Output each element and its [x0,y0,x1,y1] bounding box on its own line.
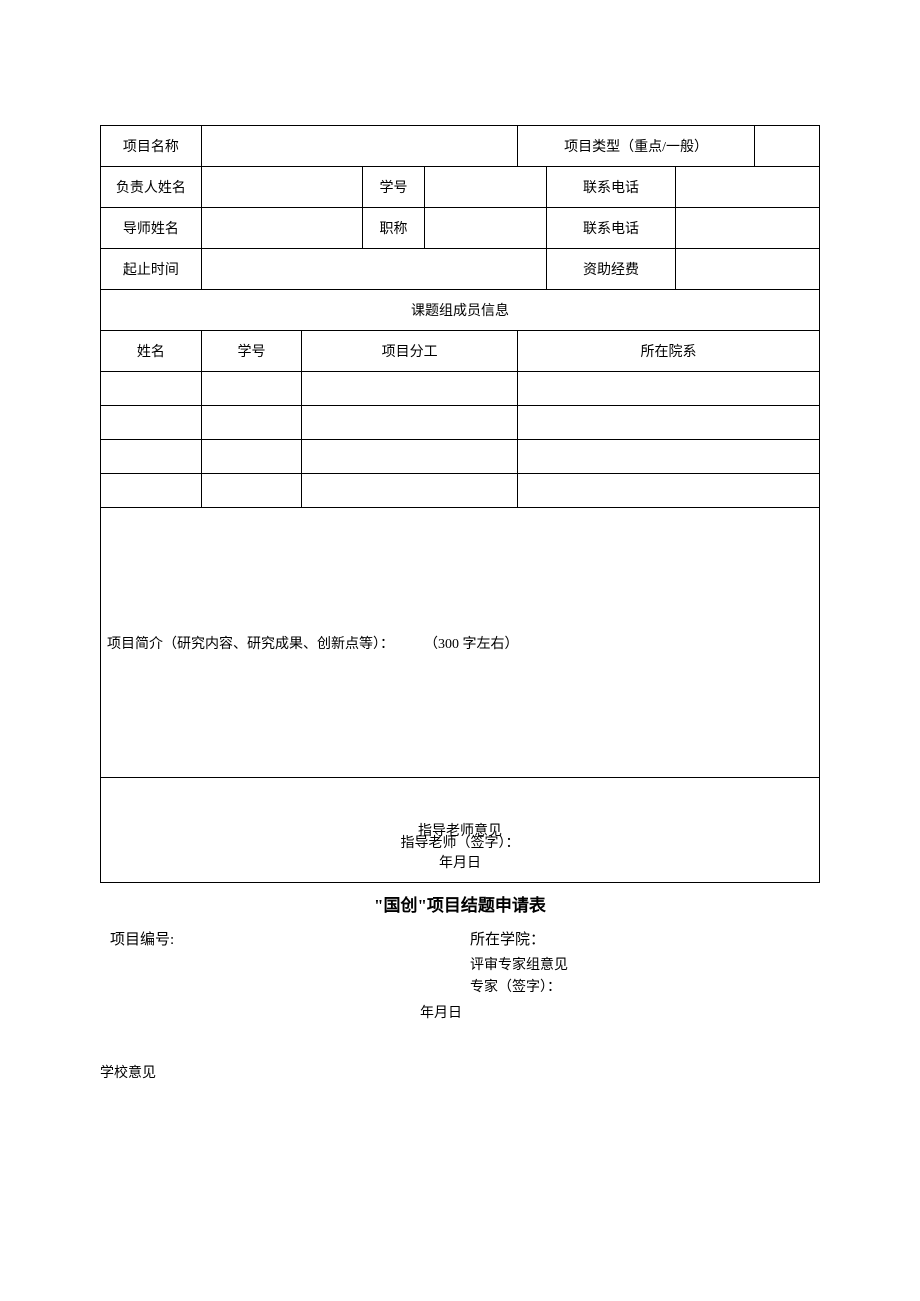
leader-phone-label: 联系电话 [546,167,675,208]
col-name: 姓名 [101,331,202,372]
review-date: 年月日 [420,1002,820,1022]
member-row-3 [101,440,820,474]
college-label: 所在学院： [470,928,820,949]
member-dept[interactable] [518,372,820,406]
advisor-name-label: 导师姓名 [101,208,202,249]
brief-hint: （300 字左右） [424,633,519,653]
period-label: 起止时间 [101,249,202,290]
col-student-id: 学号 [201,331,302,372]
row-members-cols: 姓名 学号 项目分工 所在院系 [101,331,820,372]
row-members-header: 课题组成员信息 [101,290,820,331]
leader-student-id-value[interactable] [424,167,546,208]
school-opinion-label: 学校意见 [100,1062,820,1082]
funding-value[interactable] [676,249,820,290]
project-no-label: 项目编号: [110,928,470,949]
funding-label: 资助经费 [546,249,675,290]
advisor-phone-label: 联系电话 [546,208,675,249]
review-block: 评审专家组意见 专家（签字）： [470,955,820,1000]
advisor-date-label: 年月日 [101,852,819,872]
brief-cell[interactable]: 项目简介（研究内容、研究成果、创新点等）： （300 字左右） [101,508,820,778]
row-period: 起止时间 资助经费 [101,249,820,290]
member-dept[interactable] [518,440,820,474]
member-id[interactable] [201,474,302,508]
leader-name-label: 负责人姓名 [101,167,202,208]
row-leader: 负责人姓名 学号 联系电话 [101,167,820,208]
project-type-value[interactable] [755,126,820,167]
leader-student-id-label: 学号 [363,167,424,208]
members-header: 课题组成员信息 [101,290,820,331]
row-advisor: 导师姓名 职称 联系电话 [101,208,820,249]
advisor-sign-label: 指导老师（签字）： [101,832,819,852]
project-name-value[interactable] [201,126,517,167]
info-row: 项目编号: 所在学院： [100,928,820,949]
member-name[interactable] [101,474,202,508]
col-role: 项目分工 [302,331,518,372]
member-row-4 [101,474,820,508]
member-role[interactable] [302,372,518,406]
member-role[interactable] [302,406,518,440]
col-department: 所在院系 [518,331,820,372]
member-row-2 [101,406,820,440]
member-name[interactable] [101,440,202,474]
review-label: 评审专家组意见 [470,955,820,977]
advisor-title-label: 职称 [363,208,424,249]
member-id[interactable] [201,372,302,406]
member-id[interactable] [201,406,302,440]
member-role[interactable] [302,474,518,508]
leader-name-value[interactable] [201,167,363,208]
expert-sign-label: 专家（签字）： [470,977,820,999]
row-brief: 项目简介（研究内容、研究成果、创新点等）： （300 字左右） [101,508,820,778]
period-value[interactable] [201,249,546,290]
project-name-label: 项目名称 [101,126,202,167]
main-title: "国创"项目结题申请表 [100,891,820,916]
leader-phone-value[interactable] [676,167,820,208]
member-name[interactable] [101,372,202,406]
advisor-title-value[interactable] [424,208,546,249]
member-role[interactable] [302,440,518,474]
member-id[interactable] [201,440,302,474]
advisor-phone-value[interactable] [676,208,820,249]
brief-label: 项目简介（研究内容、研究成果、创新点等）： [107,633,394,653]
row-project-name: 项目名称 项目类型（重点/一般） [101,126,820,167]
project-form-table: 项目名称 项目类型（重点/一般） 负责人姓名 学号 联系电话 导师姓名 职称 联… [100,125,820,883]
project-type-label: 项目类型（重点/一般） [518,126,755,167]
member-dept[interactable] [518,474,820,508]
advisor-name-value[interactable] [201,208,363,249]
advisor-opinion-cell[interactable]: 指导老师意见 指导老师（签字）： 年月日 [101,778,820,883]
member-name[interactable] [101,406,202,440]
member-dept[interactable] [518,406,820,440]
member-row-1 [101,372,820,406]
row-advisor-opinion: 指导老师意见 指导老师（签字）： 年月日 [101,778,820,883]
